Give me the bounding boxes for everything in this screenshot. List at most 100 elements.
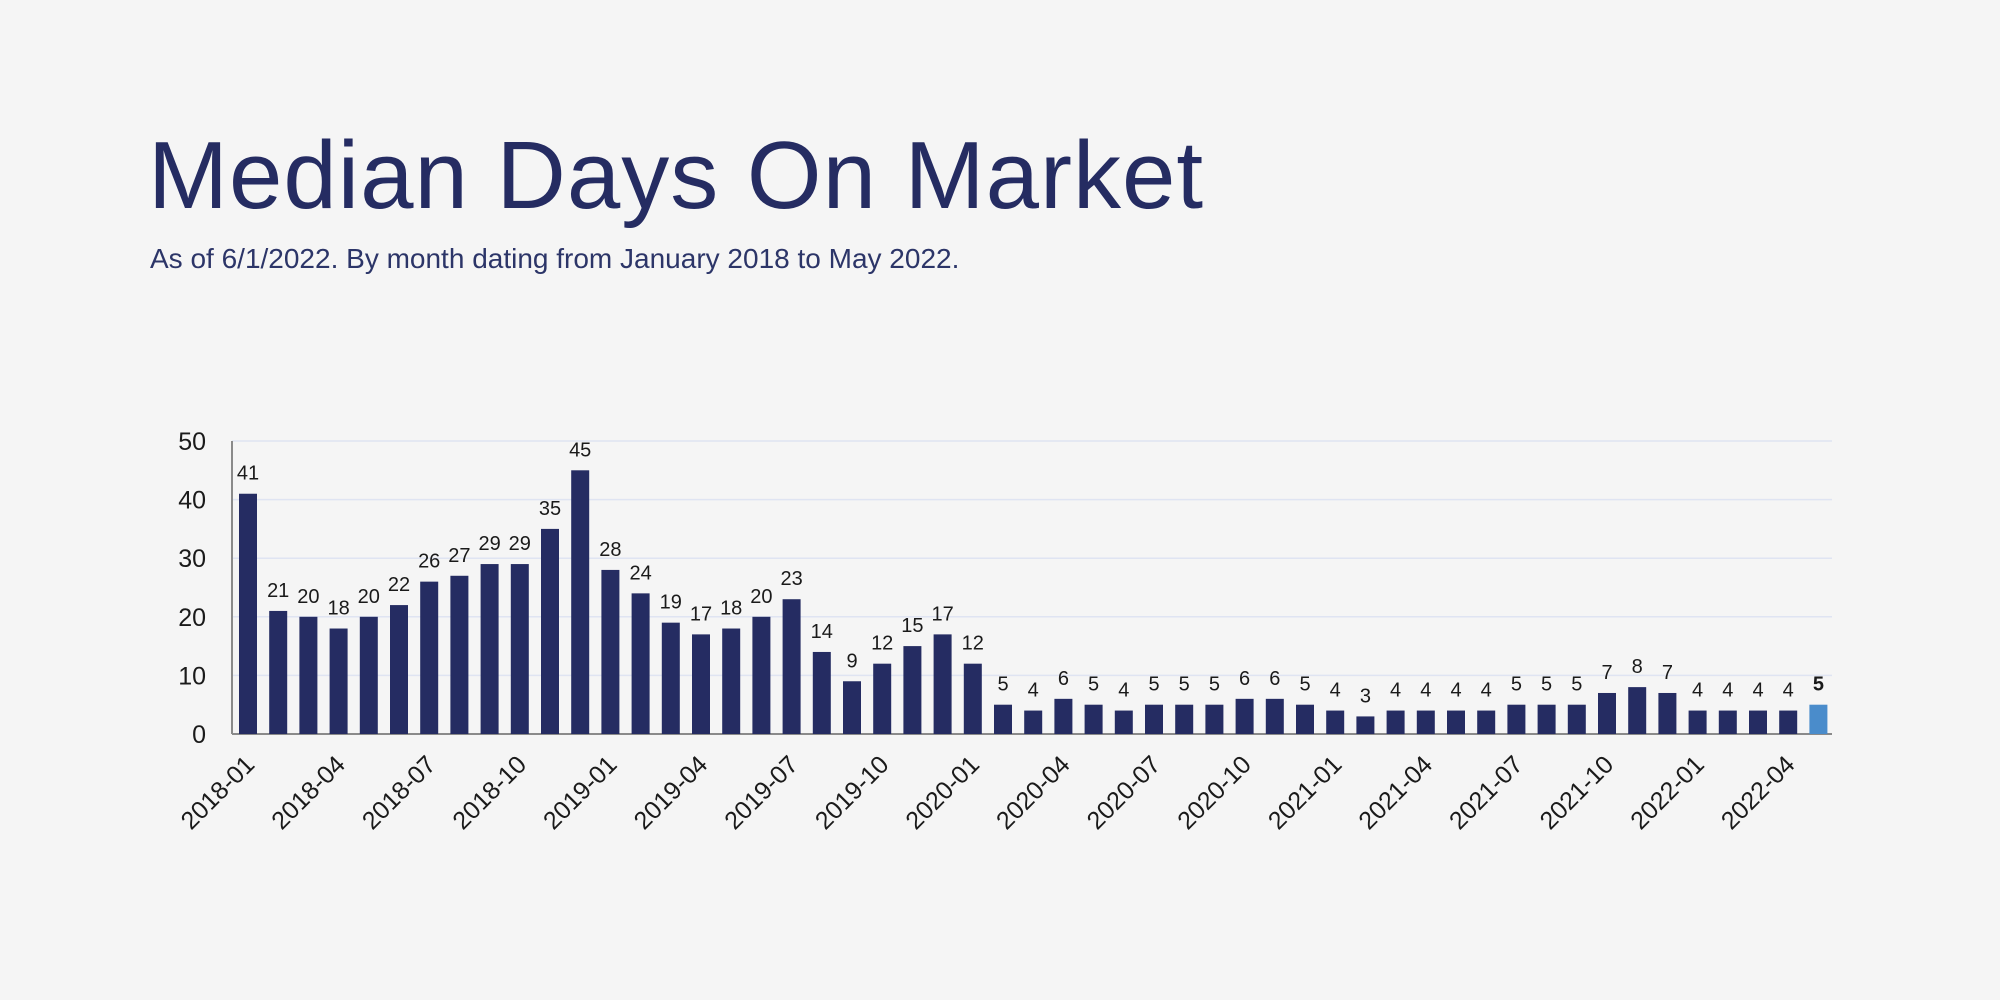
bar — [661, 622, 680, 734]
bar — [1658, 692, 1677, 734]
data-label: 8 — [1632, 656, 1643, 678]
data-label: 17 — [931, 603, 953, 625]
data-label: 4 — [1692, 680, 1703, 702]
bar — [359, 616, 378, 734]
bar — [994, 704, 1012, 734]
data-label: 5 — [1209, 674, 1220, 696]
bar — [1809, 704, 1828, 734]
bar — [1145, 704, 1163, 734]
data-label: 6 — [1239, 668, 1250, 690]
x-tick-label: 2019-01 — [538, 750, 623, 835]
x-tick-label: 2020-07 — [1082, 750, 1167, 835]
page-subtitle: As of 6/1/2022. By month dating from Jan… — [150, 243, 960, 274]
data-label: 45 — [569, 439, 591, 461]
bar — [541, 528, 559, 734]
data-label: 35 — [539, 498, 561, 520]
x-tick-label: 2018-10 — [447, 750, 532, 835]
data-label: 5 — [1299, 674, 1310, 696]
y-tick-label: 40 — [178, 487, 206, 515]
x-tick-label: 2021-04 — [1353, 750, 1438, 835]
page-title: Median Days On Market — [148, 122, 1205, 229]
bar — [601, 569, 620, 734]
bar — [1688, 710, 1707, 734]
bar — [1326, 710, 1345, 734]
bar — [933, 634, 952, 734]
x-tick-label: 2021-07 — [1444, 750, 1529, 835]
data-label: 20 — [358, 586, 380, 608]
data-label: 5 — [1813, 674, 1824, 696]
bar — [1084, 704, 1103, 734]
data-label: 41 — [237, 463, 259, 485]
data-label: 18 — [327, 598, 349, 620]
data-label: 4 — [1450, 680, 1461, 702]
data-label: 18 — [720, 598, 742, 620]
bar — [631, 593, 650, 734]
bar — [1537, 704, 1556, 734]
data-label: 17 — [690, 603, 712, 625]
bar — [1416, 710, 1435, 734]
data-label: 27 — [448, 545, 470, 567]
x-tick-label: 2018-01 — [176, 750, 261, 835]
data-label: 24 — [629, 562, 651, 584]
data-label: 5 — [1571, 674, 1582, 696]
bar — [1749, 710, 1767, 734]
bar — [873, 663, 892, 734]
bar — [329, 628, 348, 734]
data-label: 5 — [1148, 674, 1159, 696]
y-tick-label: 0 — [192, 721, 206, 749]
data-label: 4 — [1028, 680, 1039, 702]
data-label: 21 — [267, 580, 289, 602]
data-label: 7 — [1662, 662, 1673, 684]
bar — [782, 599, 801, 734]
bar — [843, 681, 861, 734]
y-tick-label: 10 — [178, 662, 206, 690]
x-tick-label: 2020-01 — [900, 750, 985, 835]
data-label: 20 — [750, 586, 772, 608]
bar — [1024, 710, 1043, 734]
data-label: 7 — [1601, 662, 1612, 684]
bar — [510, 564, 529, 734]
data-label: 6 — [1269, 668, 1280, 690]
bar — [1114, 710, 1133, 734]
bar — [1567, 704, 1586, 734]
bar — [1447, 710, 1465, 734]
bar — [1205, 704, 1224, 734]
bar — [722, 628, 741, 734]
bar — [1054, 698, 1073, 734]
bar — [1265, 698, 1284, 734]
y-tick-label: 50 — [178, 428, 206, 456]
bar — [963, 663, 982, 734]
data-label: 5 — [1511, 674, 1522, 696]
y-tick-label: 20 — [178, 604, 206, 632]
bar — [239, 493, 257, 734]
bar — [480, 564, 499, 734]
data-label: 4 — [1722, 680, 1733, 702]
data-label: 4 — [1420, 680, 1431, 702]
bar — [812, 651, 831, 734]
data-label: 4 — [1783, 680, 1794, 702]
bar — [1598, 692, 1616, 734]
data-label: 29 — [478, 533, 500, 555]
bar — [269, 610, 288, 734]
bar — [752, 616, 771, 734]
data-label: 26 — [418, 551, 440, 573]
bar — [420, 581, 439, 734]
bar — [390, 605, 408, 734]
x-tick-label: 2020-04 — [991, 750, 1076, 835]
data-label: 12 — [962, 633, 984, 655]
data-label: 4 — [1330, 680, 1341, 702]
bar — [1779, 710, 1798, 734]
bar — [692, 634, 710, 734]
data-label: 19 — [660, 592, 682, 614]
x-tick-label: 2022-04 — [1716, 750, 1801, 835]
data-label: 3 — [1360, 685, 1371, 707]
bar — [1628, 687, 1647, 734]
x-tick-label: 2018-07 — [357, 750, 442, 835]
data-label: 29 — [509, 533, 531, 555]
x-tick-label: 2020-10 — [1172, 750, 1257, 835]
bar — [1477, 710, 1496, 734]
data-label: 28 — [599, 539, 621, 561]
x-tick-label: 2019-10 — [810, 750, 895, 835]
x-tick-label: 2019-07 — [719, 750, 804, 835]
